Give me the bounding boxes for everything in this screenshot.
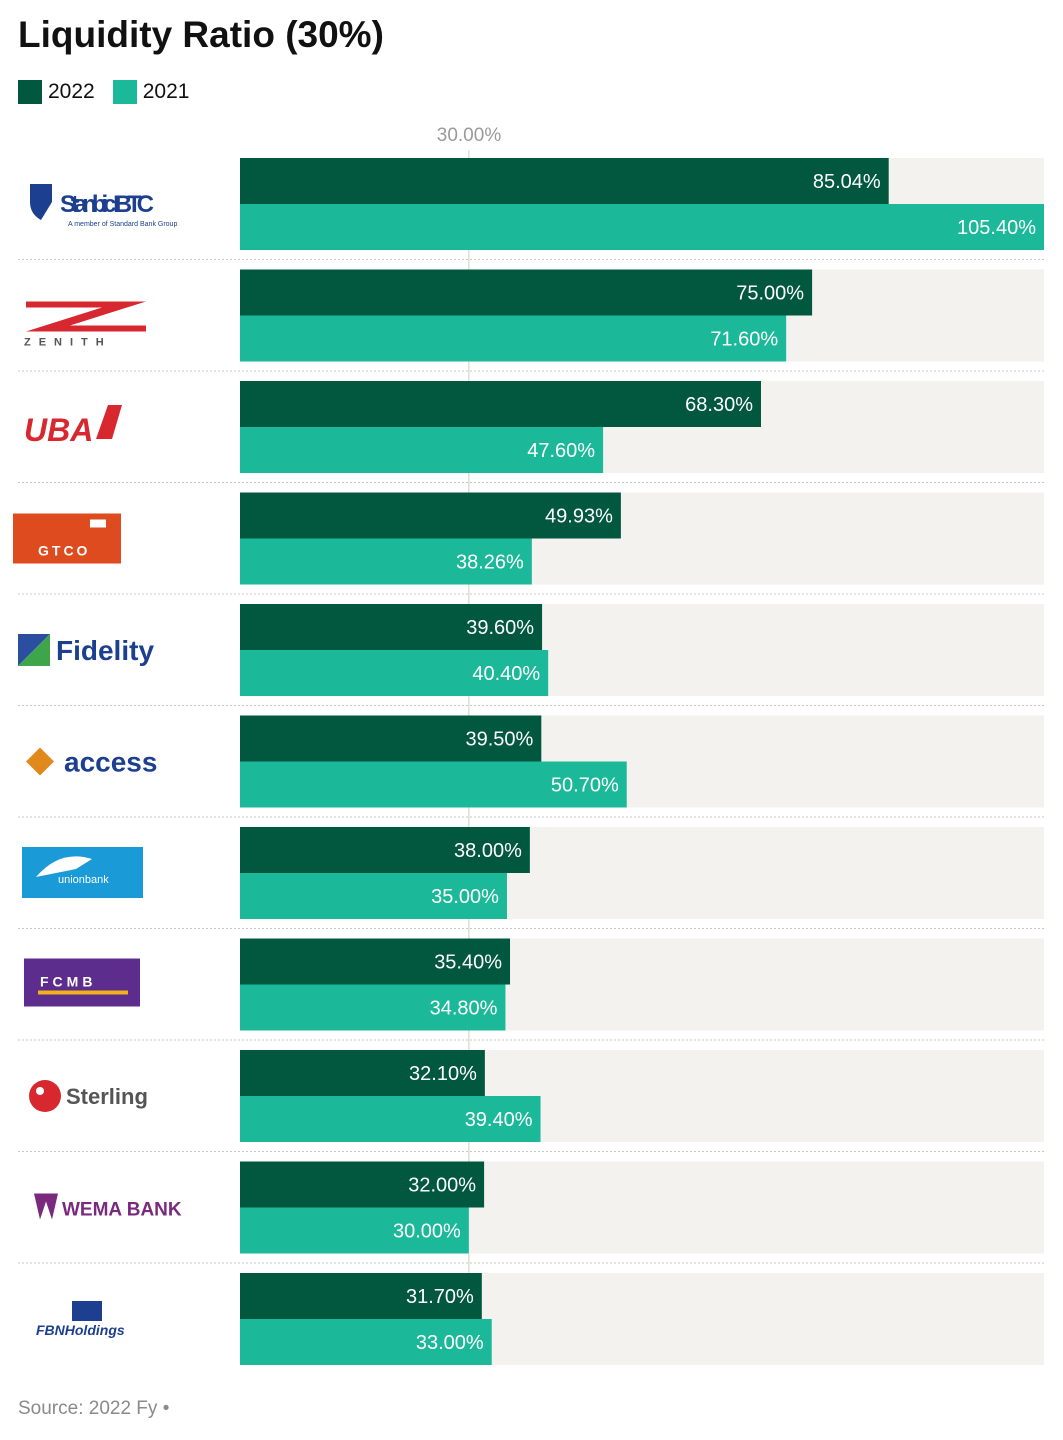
data-label-2022-wema-bank: 32.00%	[408, 1175, 476, 1197]
bar-2021-access	[240, 761, 627, 808]
reference-line-label: 30.00%	[436, 125, 502, 146]
bar-2021-fcmb	[240, 984, 506, 1031]
data-label-2021-stanbic-ibtc: 105.40%	[957, 217, 1036, 239]
bar-2021-gtco	[240, 538, 532, 585]
bar-chart: 85.04% 105.40% 75.00% 71.60% 68.30% 47.60% 49.…	[13, 150, 1044, 1365]
bar-2021-zenith	[240, 315, 787, 362]
logo-fbnholdings: FBNHoldings	[36, 1322, 125, 1338]
logo-access: access	[64, 747, 157, 778]
fidelity-leaf-icon	[18, 634, 50, 666]
data-label-2022-zenith: 75.00%	[736, 283, 804, 305]
bar-2022-union-bank	[240, 827, 530, 873]
data-label-2021-wema-bank: 30.00%	[393, 1221, 461, 1243]
data-label-2022-fidelity: 39.60%	[466, 617, 534, 639]
bar-2021-sterling	[240, 1096, 541, 1142]
gtco-notch-icon	[90, 519, 106, 528]
data-label-2021-access: 50.70%	[551, 775, 619, 797]
fcmb-block-icon	[24, 958, 140, 1007]
legend-item-2021: 2021	[112, 80, 190, 104]
bar-2022-sterling	[240, 1050, 485, 1096]
legend: 2022 2021	[18, 80, 189, 104]
bar-2022-access	[240, 715, 542, 762]
bar-2021-fidelity	[240, 650, 549, 696]
logo-wema-bank: WEMA BANK	[62, 1200, 182, 1221]
logo-uba: UBA	[24, 412, 93, 448]
wema-crest-icon	[34, 1193, 58, 1220]
data-label-2022-gtco: 49.93%	[545, 506, 613, 528]
legend-item-2022: 2022	[18, 80, 95, 104]
legend-swatch-2021	[112, 80, 137, 104]
legend-label-2021: 2021	[142, 80, 190, 103]
sterling-dot-icon	[29, 1080, 61, 1112]
logo-gtco: GTCO	[38, 543, 90, 559]
data-label-2021-fcmb: 34.80%	[430, 998, 498, 1020]
bar-2021-wema-bank	[240, 1207, 469, 1254]
data-label-2022-fbn-holdings: 31.70%	[406, 1286, 474, 1308]
uba-flag-icon	[96, 405, 122, 439]
bar-2021-union-bank	[240, 873, 507, 919]
data-label-2022-stanbic-ibtc: 85.04%	[813, 171, 881, 193]
bar-2021-uba	[240, 427, 604, 473]
logo-zenith: ZENITH	[24, 337, 112, 349]
shield-icon	[30, 184, 52, 220]
fcmb-stripe-icon	[38, 990, 128, 995]
logo-stanbic-ibtc: Stanbic IBTC	[60, 191, 154, 218]
bar-2021-stanbic-ibtc	[240, 204, 1044, 250]
chart-title: Liquidity Ratio (30%)	[18, 14, 384, 55]
logo-stanbic-ibtc-tagline: A member of Standard Bank Group	[68, 221, 177, 228]
bar-2022-gtco	[240, 492, 621, 539]
data-label-2022-access: 39.50%	[465, 729, 533, 751]
data-label-2022-fcmb: 35.40%	[434, 952, 502, 974]
union-horse-shape-icon	[36, 856, 92, 877]
data-label-2022-union-bank: 38.00%	[454, 840, 522, 862]
bar-2022-zenith	[240, 269, 813, 316]
legend-swatch-2022	[18, 80, 42, 104]
data-label-2022-sterling: 32.10%	[409, 1063, 477, 1085]
data-label-2021-fidelity: 40.40%	[472, 663, 540, 685]
data-label-2021-zenith: 71.60%	[710, 329, 778, 351]
data-label-2021-gtco: 38.26%	[456, 552, 524, 574]
data-label-2021-sterling: 39.40%	[465, 1109, 533, 1131]
bar-2022-fcmb	[240, 938, 511, 985]
bar-2022-wema-bank	[240, 1161, 485, 1208]
data-label-2021-uba: 47.60%	[527, 440, 595, 462]
bar-2021-fbn-holdings	[240, 1319, 492, 1365]
fbn-elephant-icon	[72, 1301, 102, 1321]
logo-fidelity: Fidelity	[56, 635, 154, 666]
data-label-2021-fbn-holdings: 33.00%	[416, 1332, 484, 1354]
data-label-2022-uba: 68.30%	[685, 394, 753, 416]
logo-unionbank: unionbank	[58, 874, 109, 886]
data-label-2021-union-bank: 35.00%	[431, 886, 499, 908]
source-note: Source: 2022 Fy •	[18, 1398, 170, 1419]
access-diamond-icon	[26, 747, 54, 776]
sterling-highlight-icon	[36, 1087, 44, 1095]
union-horse-icon	[22, 847, 143, 898]
bar-2022-uba	[240, 381, 761, 427]
bar-2022-stanbic-ibtc	[240, 158, 889, 204]
logo-sterling: Sterling	[66, 1084, 148, 1109]
bar-2022-fidelity	[240, 604, 543, 650]
legend-label-2022: 2022	[48, 80, 95, 103]
zenith-z-icon	[26, 301, 146, 332]
bar-2022-fbn-holdings	[240, 1273, 482, 1319]
logo-fcmb: FCMB	[40, 974, 96, 990]
